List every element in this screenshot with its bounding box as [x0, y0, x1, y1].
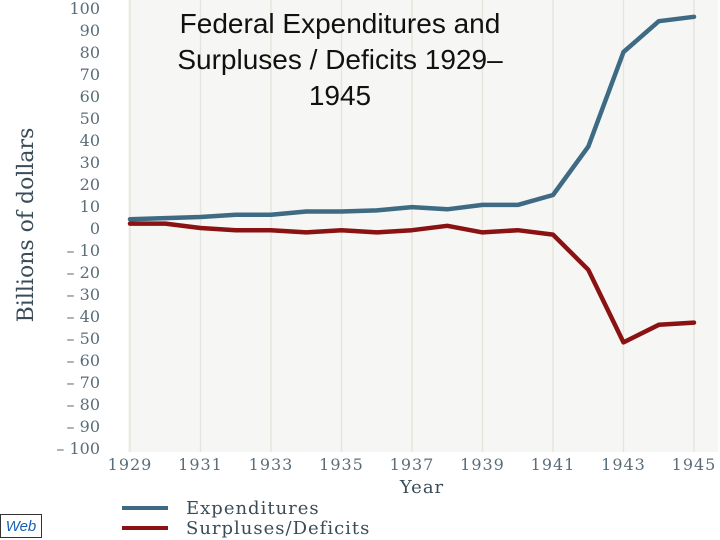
y-tick-label: – 90	[67, 417, 100, 436]
x-tick-label: 1943	[601, 455, 646, 474]
y-axis-label: Billions of dollars	[14, 128, 39, 323]
x-axis-ticks: 1929 1931 1933 1935 1937 1939 1941 1943 1945	[108, 455, 717, 474]
x-tick-label: 1933	[249, 455, 294, 474]
x-tick-label: 1931	[178, 455, 223, 474]
legend-label: Surpluses/Deficits	[186, 518, 370, 539]
x-tick-label: 1929	[108, 455, 153, 474]
y-tick-label: 80	[80, 43, 100, 62]
y-tick-label: – 80	[67, 395, 100, 414]
chart-title: Federal Expenditures and Surpluses / Def…	[177, 8, 503, 111]
x-tick-label: 1939	[460, 455, 505, 474]
y-tick-label: 50	[80, 109, 100, 128]
y-tick-label: 30	[80, 153, 100, 172]
plot-area	[128, 0, 718, 452]
y-tick-label: – 10	[67, 241, 100, 260]
series-lines	[127, 14, 697, 345]
y-tick-label: 40	[80, 131, 100, 150]
y-tick-label: 90	[80, 21, 100, 40]
x-tick-label: 1937	[390, 455, 435, 474]
y-tick-label: – 100	[56, 439, 100, 458]
y-tick-label: 20	[80, 175, 100, 194]
x-tick-label: 1945	[672, 455, 717, 474]
web-button[interactable]: Web	[0, 514, 42, 538]
y-tick-label: – 40	[67, 307, 100, 326]
y-tick-label: 10	[80, 197, 100, 216]
y-tick-label: – 60	[67, 351, 100, 370]
y-tick-label: – 30	[67, 285, 100, 304]
y-tick-label: 70	[80, 65, 100, 84]
x-axis-label: Year	[399, 477, 444, 498]
y-tick-label: 100	[69, 0, 100, 18]
y-tick-label: – 20	[67, 263, 100, 282]
y-tick-label: – 50	[67, 329, 100, 348]
y-tick-label: – 70	[67, 373, 100, 392]
x-tick-label: 1935	[319, 455, 364, 474]
legend-label: Expenditures	[186, 498, 320, 519]
x-tick-label: 1941	[531, 455, 576, 474]
y-tick-label: 0	[90, 219, 100, 238]
y-tick-label: 60	[80, 87, 100, 106]
